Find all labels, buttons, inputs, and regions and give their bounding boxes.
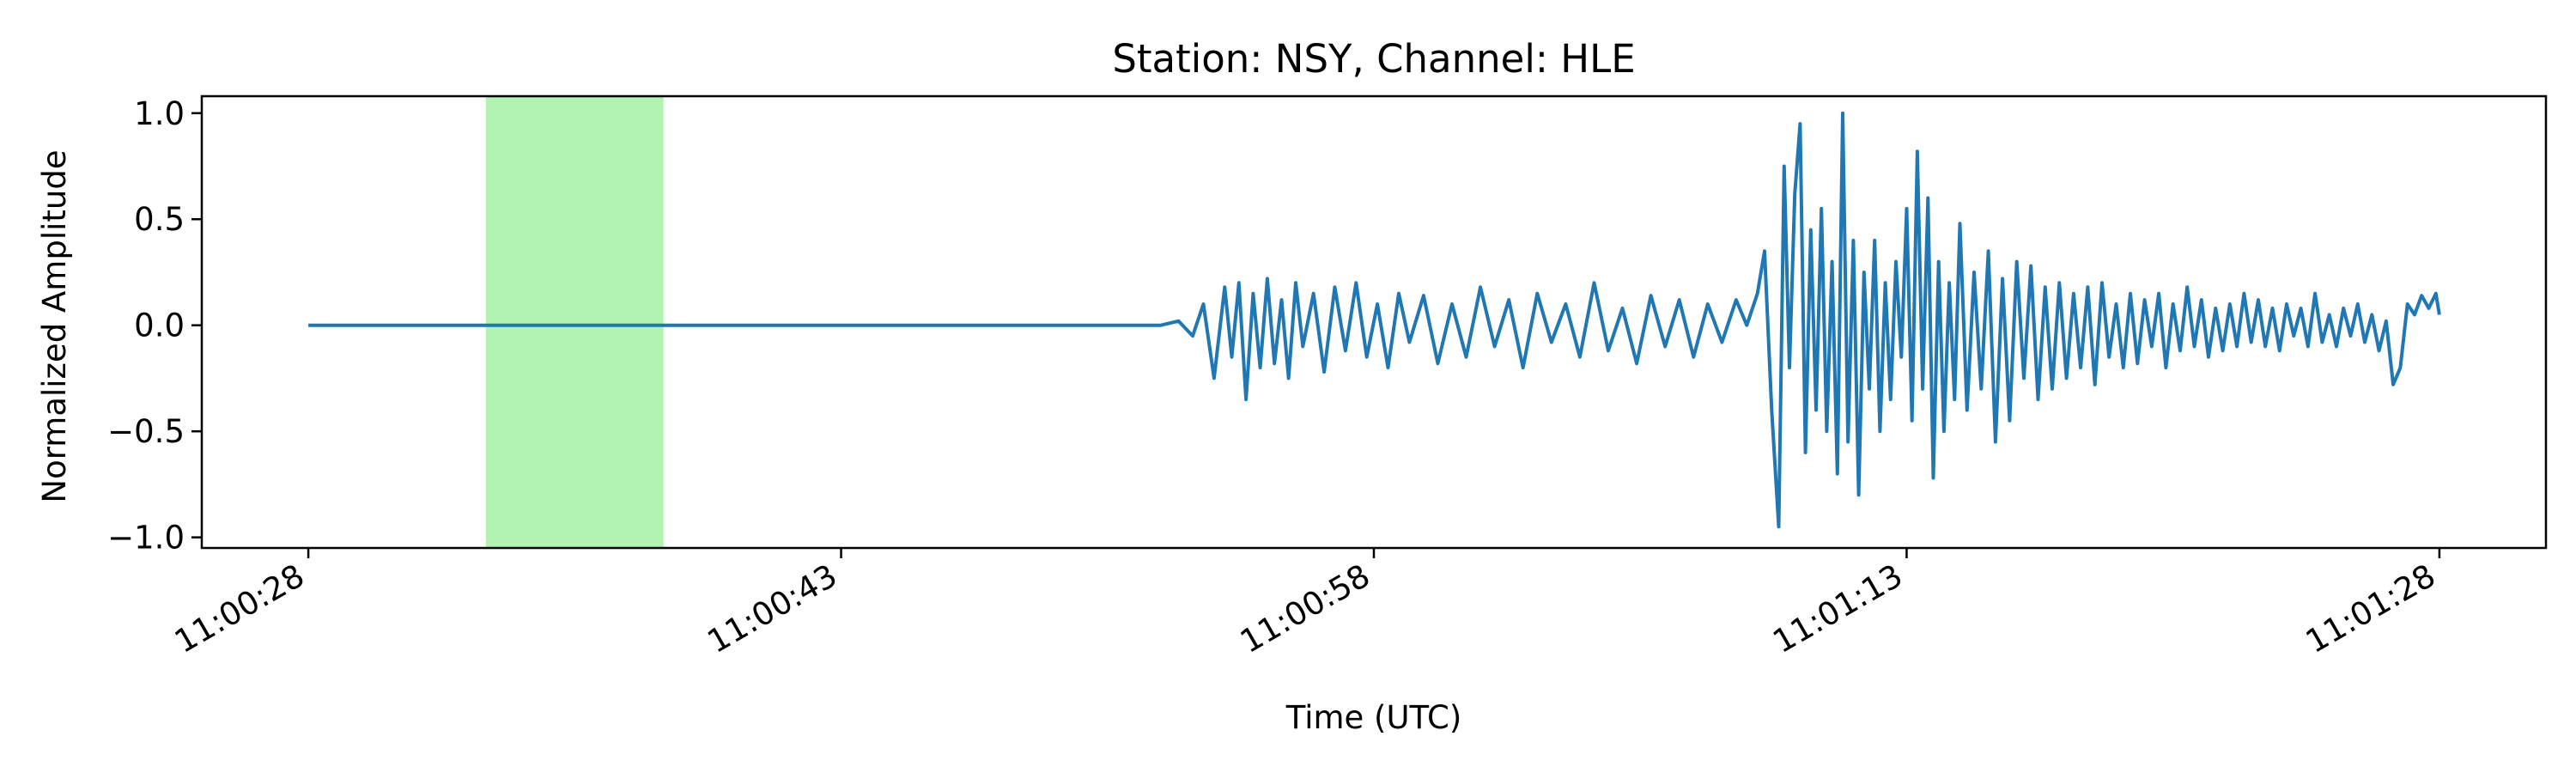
x-axis: 11:00:28 11:00:43 11:00:58 11:01:13 11:01:28 xyxy=(168,548,2441,660)
highlight-window xyxy=(485,96,664,548)
plot-area xyxy=(200,94,2548,550)
y-tick-label: −0.5 xyxy=(107,413,185,450)
y-tick-label: 0.5 xyxy=(134,201,185,238)
y-tick-label: 1.0 xyxy=(134,95,185,132)
y-axis-label: Normalized Amplitude xyxy=(36,149,73,502)
y-axis: −1.0 −0.5 0.0 0.5 1.0 xyxy=(107,95,202,557)
x-tick-label: 11:00:43 xyxy=(702,557,843,660)
y-tick-label: 0.0 xyxy=(134,307,185,344)
waveform-line-0 xyxy=(308,111,2441,529)
x-axis-label: Time (UTC) xyxy=(1285,699,1462,736)
x-tick-label: 11:01:13 xyxy=(1767,557,1909,660)
x-tick-label: 11:00:28 xyxy=(168,557,310,660)
x-tick-label: 11:01:28 xyxy=(2300,557,2441,660)
y-tick-label: −1.0 xyxy=(107,520,185,557)
chart-title: Station: NSY, Channel: HLE xyxy=(1112,36,1635,82)
x-tick-label: 11:00:58 xyxy=(1234,557,1376,660)
